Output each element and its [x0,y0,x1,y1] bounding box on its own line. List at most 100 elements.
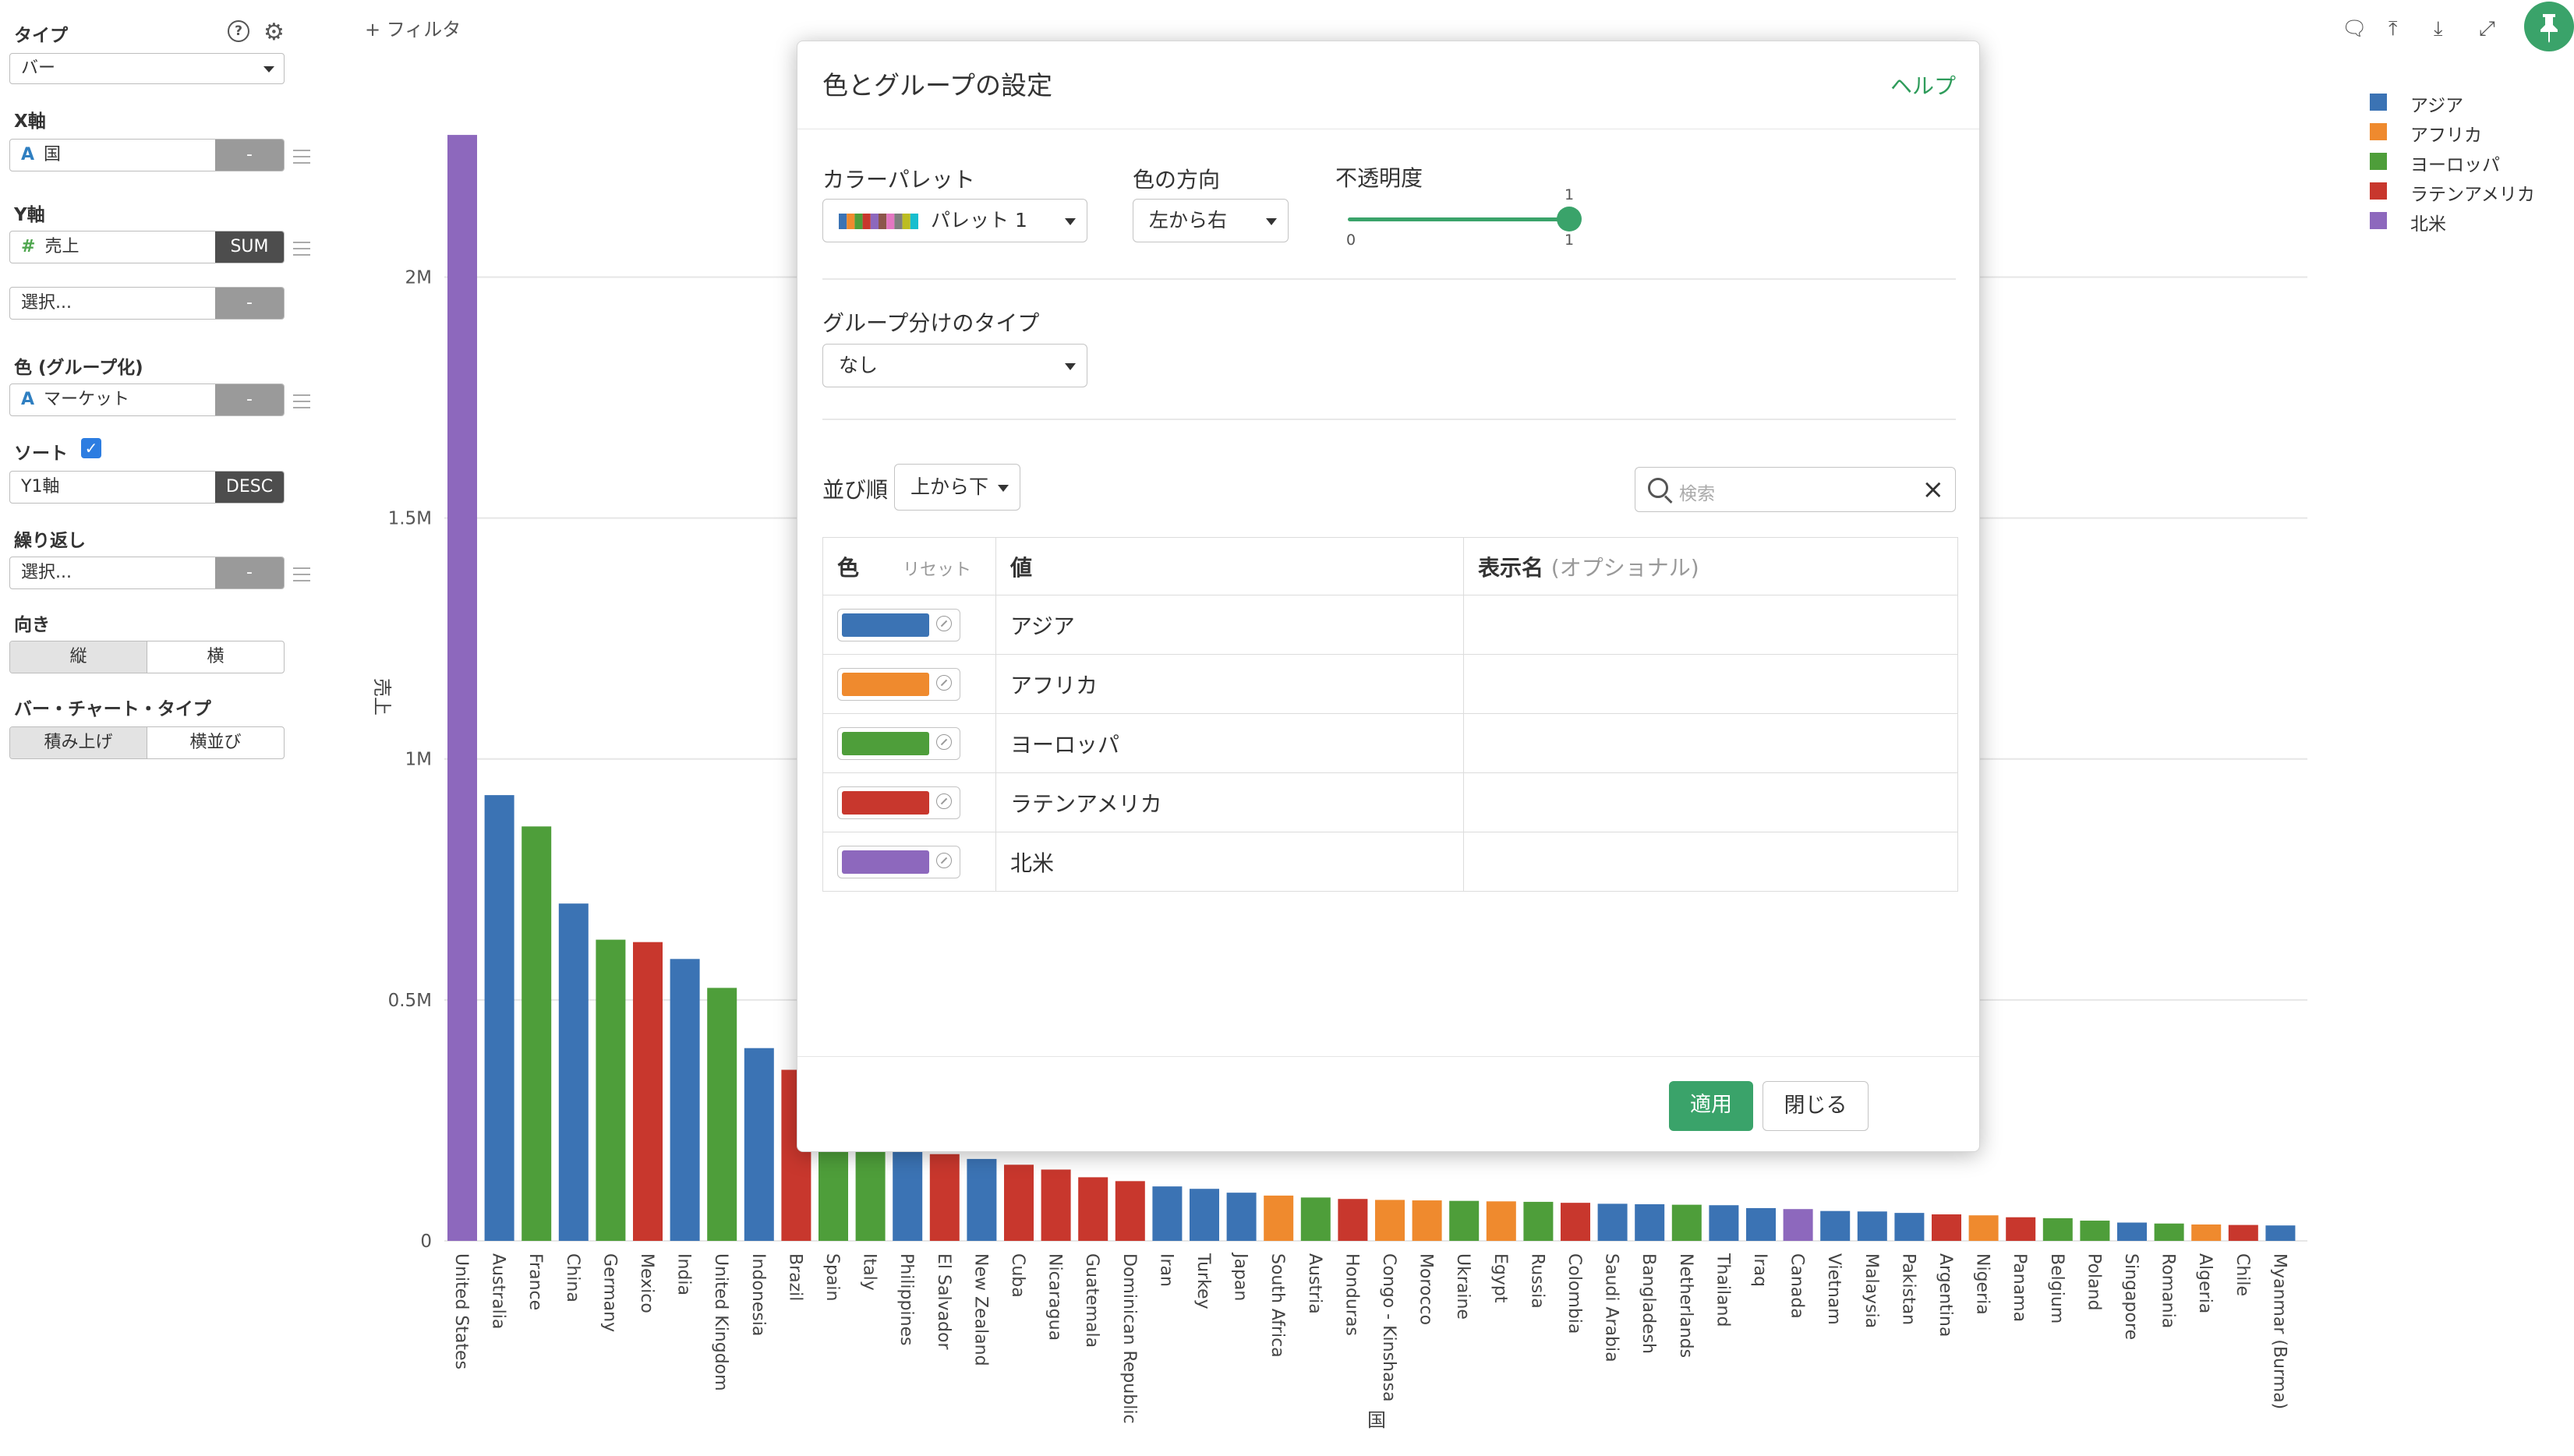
order-select[interactable]: 上から下 [894,464,1020,511]
bar[interactable] [1709,1205,1739,1241]
bar[interactable] [1004,1164,1034,1241]
color-picker-button[interactable] [837,608,960,641]
sort-label: ソート [14,444,68,464]
color-agg-button[interactable]: - [215,384,284,415]
bar-type-stacked-option[interactable]: 積み上げ [10,727,147,758]
bar[interactable] [1190,1189,1219,1241]
repeat-agg-button[interactable]: - [215,557,284,588]
bar[interactable] [929,1154,960,1241]
download-icon[interactable]: ⤓ [2434,17,2443,41]
bar[interactable] [447,135,477,1241]
apply-button[interactable]: 適用 [1669,1081,1753,1131]
bar[interactable] [2265,1225,2296,1241]
bar[interactable] [1968,1215,1999,1241]
direction-select[interactable]: 左から右 [1133,199,1289,242]
color-picker-button[interactable] [837,667,960,701]
bar[interactable] [1226,1193,1257,1241]
bar[interactable] [1746,1207,1776,1241]
color-picker-button[interactable] [837,726,960,760]
add-filter-button[interactable]: + フィルタ [365,19,461,41]
opacity-slider-track[interactable] [1348,217,1571,221]
palette-select[interactable]: パレット 1 [822,199,1087,242]
expand-icon[interactable]: ⤢ [2479,17,2495,41]
bar[interactable] [558,903,589,1241]
bar[interactable] [1523,1201,1554,1241]
bar[interactable] [2117,1222,2147,1241]
bar[interactable] [1412,1200,1442,1241]
sort-checkbox[interactable]: ✓ [81,438,101,458]
color-field[interactable]: A マーケット - [9,383,285,416]
reset-colors-link[interactable]: リセット [903,560,972,580]
orientation-horizontal-option[interactable]: 横 [207,647,225,666]
bar[interactable] [670,959,700,1241]
bar[interactable] [1338,1199,1368,1241]
bar[interactable] [1783,1209,1813,1241]
sort-field[interactable]: Y1軸 DESC [9,471,285,504]
repeat-field[interactable]: 選択... - [9,557,285,589]
display-name-input[interactable] [1463,595,1958,655]
palette-color [886,214,895,229]
drag-handle-icon[interactable] [293,567,310,581]
y-axis-agg-button[interactable]: SUM [215,231,284,263]
bar[interactable] [967,1158,997,1241]
bar[interactable] [1449,1200,1480,1241]
bar[interactable] [1932,1214,1961,1241]
bar[interactable] [2191,1224,2222,1241]
close-button[interactable]: 閉じる [1763,1081,1869,1131]
color-picker-button[interactable] [837,786,960,819]
bar[interactable] [1486,1201,1516,1241]
chart-type-select[interactable]: バー [9,53,285,84]
bar[interactable] [633,942,663,1241]
clear-search-icon[interactable]: × [1922,474,1945,505]
bar[interactable] [1820,1210,1851,1241]
upload-icon[interactable]: ⤒ [2388,17,2398,41]
bar[interactable] [1375,1200,1405,1241]
bar[interactable] [2042,1217,2073,1241]
bar[interactable] [596,939,626,1241]
bar[interactable] [707,988,737,1241]
group-type-select[interactable]: なし [822,344,1087,387]
bar[interactable] [2080,1221,2110,1241]
display-name-input[interactable] [1463,832,1958,892]
sort-order-button[interactable]: DESC [215,472,284,503]
bar[interactable] [1857,1211,1887,1241]
help-link[interactable]: ヘルプ [1890,73,1956,99]
bar[interactable] [1894,1213,1925,1241]
help-icon[interactable]: ? [228,20,249,42]
bar[interactable] [1635,1204,1665,1241]
bar[interactable] [484,795,514,1241]
bar[interactable] [1078,1177,1108,1241]
search-box[interactable]: 検索 × [1635,467,1956,512]
opacity-slider-handle[interactable] [1557,207,1582,231]
bar[interactable] [1264,1195,1294,1241]
bar-type-grouped-option[interactable]: 横並び [189,733,242,752]
display-name-input[interactable] [1463,772,1958,832]
bar[interactable] [1671,1204,1702,1241]
bar[interactable] [2154,1223,2184,1241]
bar[interactable] [1561,1203,1590,1241]
bar[interactable] [1152,1186,1183,1241]
bar[interactable] [1115,1181,1145,1241]
orientation-vertical-option[interactable]: 縦 [10,641,147,673]
pin-icon[interactable] [2524,2,2574,51]
bar[interactable] [2006,1217,2036,1241]
drag-handle-icon[interactable] [293,242,310,256]
comment-icon[interactable]: 🗨 [2342,17,2368,41]
y-axis-extra-agg-button[interactable]: - [215,288,284,319]
gear-icon[interactable]: ⚙ [263,19,285,46]
bar[interactable] [2228,1225,2258,1241]
y-axis-field[interactable]: # 売上 SUM [9,231,285,263]
drag-handle-icon[interactable] [293,150,310,164]
bar[interactable] [744,1048,774,1241]
y-axis-extra-field[interactable]: 選択... - [9,287,285,320]
drag-handle-icon[interactable] [293,394,310,408]
bar[interactable] [1041,1169,1071,1241]
display-name-input[interactable] [1463,713,1958,773]
display-name-input[interactable] [1463,654,1958,714]
x-axis-agg-button[interactable]: - [215,140,284,171]
color-picker-button[interactable] [837,845,960,878]
bar[interactable] [1300,1197,1331,1241]
bar[interactable] [1597,1203,1628,1241]
bar[interactable] [522,826,552,1241]
